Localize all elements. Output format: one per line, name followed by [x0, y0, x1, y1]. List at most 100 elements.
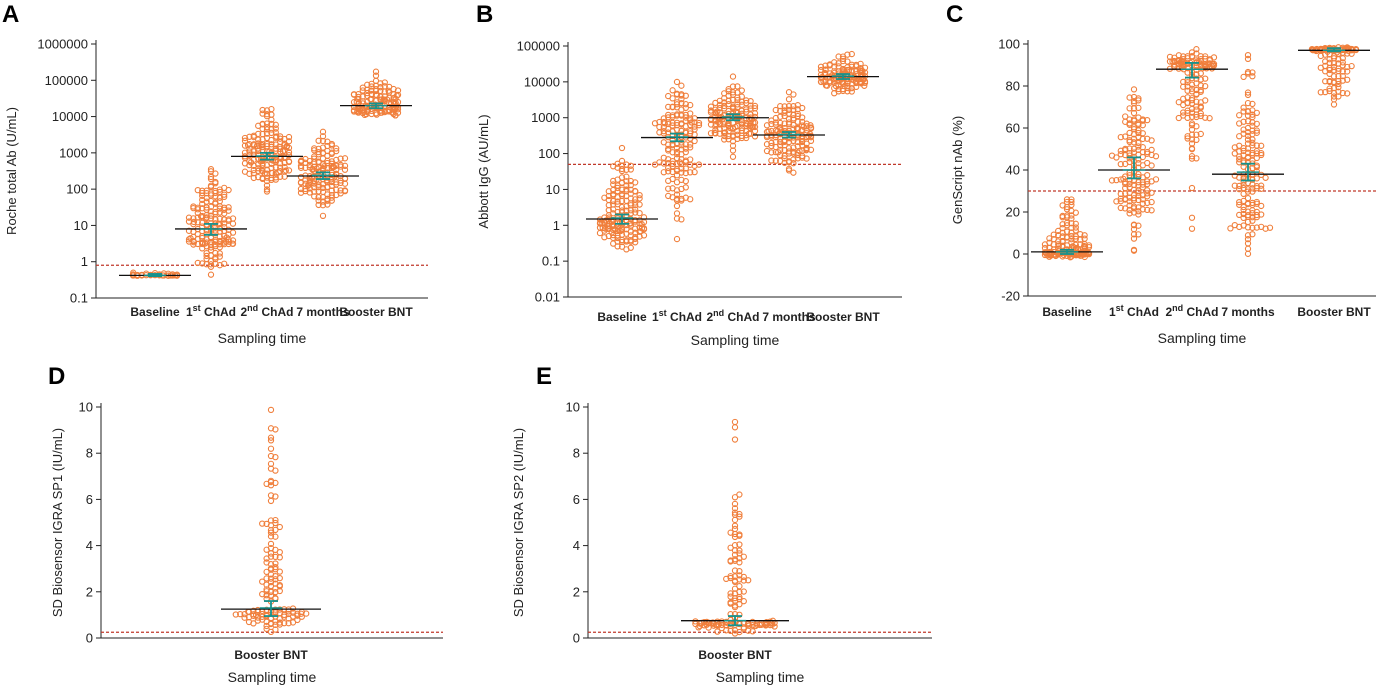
data-point — [207, 166, 215, 173]
data-point — [285, 167, 293, 174]
data-point — [1188, 136, 1196, 143]
data-point — [610, 201, 617, 208]
data-point — [1240, 206, 1247, 214]
data-point — [272, 621, 279, 628]
y-tick-label: 10000 — [524, 74, 560, 89]
data-point — [727, 529, 734, 536]
data-group — [641, 78, 713, 243]
data-group — [681, 418, 789, 637]
data-point — [241, 614, 248, 621]
data-point — [665, 103, 672, 111]
data-point — [610, 177, 617, 185]
data-point — [272, 553, 279, 561]
data-point — [790, 111, 797, 119]
data-point — [1135, 189, 1142, 196]
data-point — [1077, 230, 1084, 238]
data-point — [1188, 49, 1196, 56]
data-point — [632, 202, 639, 209]
data-point — [1193, 91, 1200, 98]
data-point — [714, 628, 721, 635]
data-point — [285, 151, 293, 159]
data-point — [731, 418, 739, 426]
data-point — [661, 120, 668, 127]
data-point — [1253, 183, 1260, 190]
data-point — [1059, 212, 1066, 220]
panel-letter-d: D — [48, 363, 65, 390]
data-point — [263, 120, 271, 127]
data-point — [772, 157, 779, 164]
data-point — [794, 102, 801, 109]
data-point — [1231, 221, 1238, 229]
y-tick-label: 10 — [546, 182, 560, 197]
data-point — [289, 609, 297, 616]
data-point — [272, 125, 279, 132]
data-point — [1262, 174, 1269, 181]
data-point — [241, 160, 249, 167]
panel-b: B 0.01 0.1 1 10 100 1000 10000 100000 Abbott IgG… — [476, 1, 902, 348]
data-point — [656, 129, 663, 136]
data-point — [319, 128, 327, 135]
data-point — [225, 207, 232, 214]
data-point — [311, 193, 318, 200]
data-point — [263, 622, 270, 630]
data-point — [1117, 160, 1124, 168]
data-point — [799, 132, 806, 140]
data-point — [1175, 52, 1182, 59]
data-point — [1122, 145, 1129, 153]
data-point — [729, 73, 737, 80]
data-point — [1253, 129, 1260, 136]
data-point — [803, 147, 810, 154]
data-point — [1236, 198, 1243, 206]
axes: 0 2 4 6 8 10 SD Biosensor IGRA SP2 (IU/mL) Samp… — [511, 400, 932, 685]
data-point — [794, 132, 802, 139]
data-point — [187, 235, 194, 242]
data-point — [324, 197, 331, 204]
data-point — [736, 611, 743, 618]
data-point — [359, 87, 366, 94]
data-point — [1236, 112, 1243, 119]
data-point — [687, 101, 694, 109]
data-point — [259, 141, 266, 148]
data-point — [687, 141, 694, 148]
data-point — [673, 78, 681, 86]
data-point — [1144, 116, 1151, 124]
data-point — [835, 85, 842, 93]
data-point — [364, 81, 371, 88]
data-point — [297, 164, 305, 171]
data-point — [1055, 242, 1062, 249]
data-point — [276, 523, 283, 531]
data-point — [768, 621, 776, 628]
data-point — [194, 187, 201, 194]
data-point — [1059, 225, 1066, 232]
data-point — [731, 525, 739, 533]
data-point — [194, 259, 201, 267]
data-point — [1240, 210, 1247, 218]
data-point — [1335, 65, 1342, 72]
data-point — [1122, 113, 1129, 120]
data-point — [1108, 152, 1116, 159]
data-point — [745, 577, 752, 584]
data-point — [632, 229, 639, 236]
data-point — [678, 169, 685, 176]
panel-letter-a: A — [2, 1, 19, 28]
data-point — [1240, 181, 1247, 189]
data-point — [627, 166, 634, 173]
data-point — [272, 588, 279, 596]
data-point — [1326, 78, 1333, 86]
data-point — [790, 169, 797, 176]
data-point — [731, 516, 739, 524]
data-point — [1178, 57, 1185, 64]
data-point — [1055, 231, 1062, 239]
data-point — [610, 181, 617, 188]
data-point — [712, 106, 719, 113]
data-point — [1175, 60, 1182, 68]
data-point — [367, 96, 374, 103]
data-point — [272, 533, 279, 540]
data-point — [185, 214, 193, 221]
data-point — [707, 130, 715, 137]
data-point — [372, 68, 380, 75]
y-tick-label: 4 — [86, 538, 93, 553]
data-point — [1322, 88, 1329, 96]
data-point — [1139, 122, 1146, 129]
data-point — [255, 122, 262, 129]
